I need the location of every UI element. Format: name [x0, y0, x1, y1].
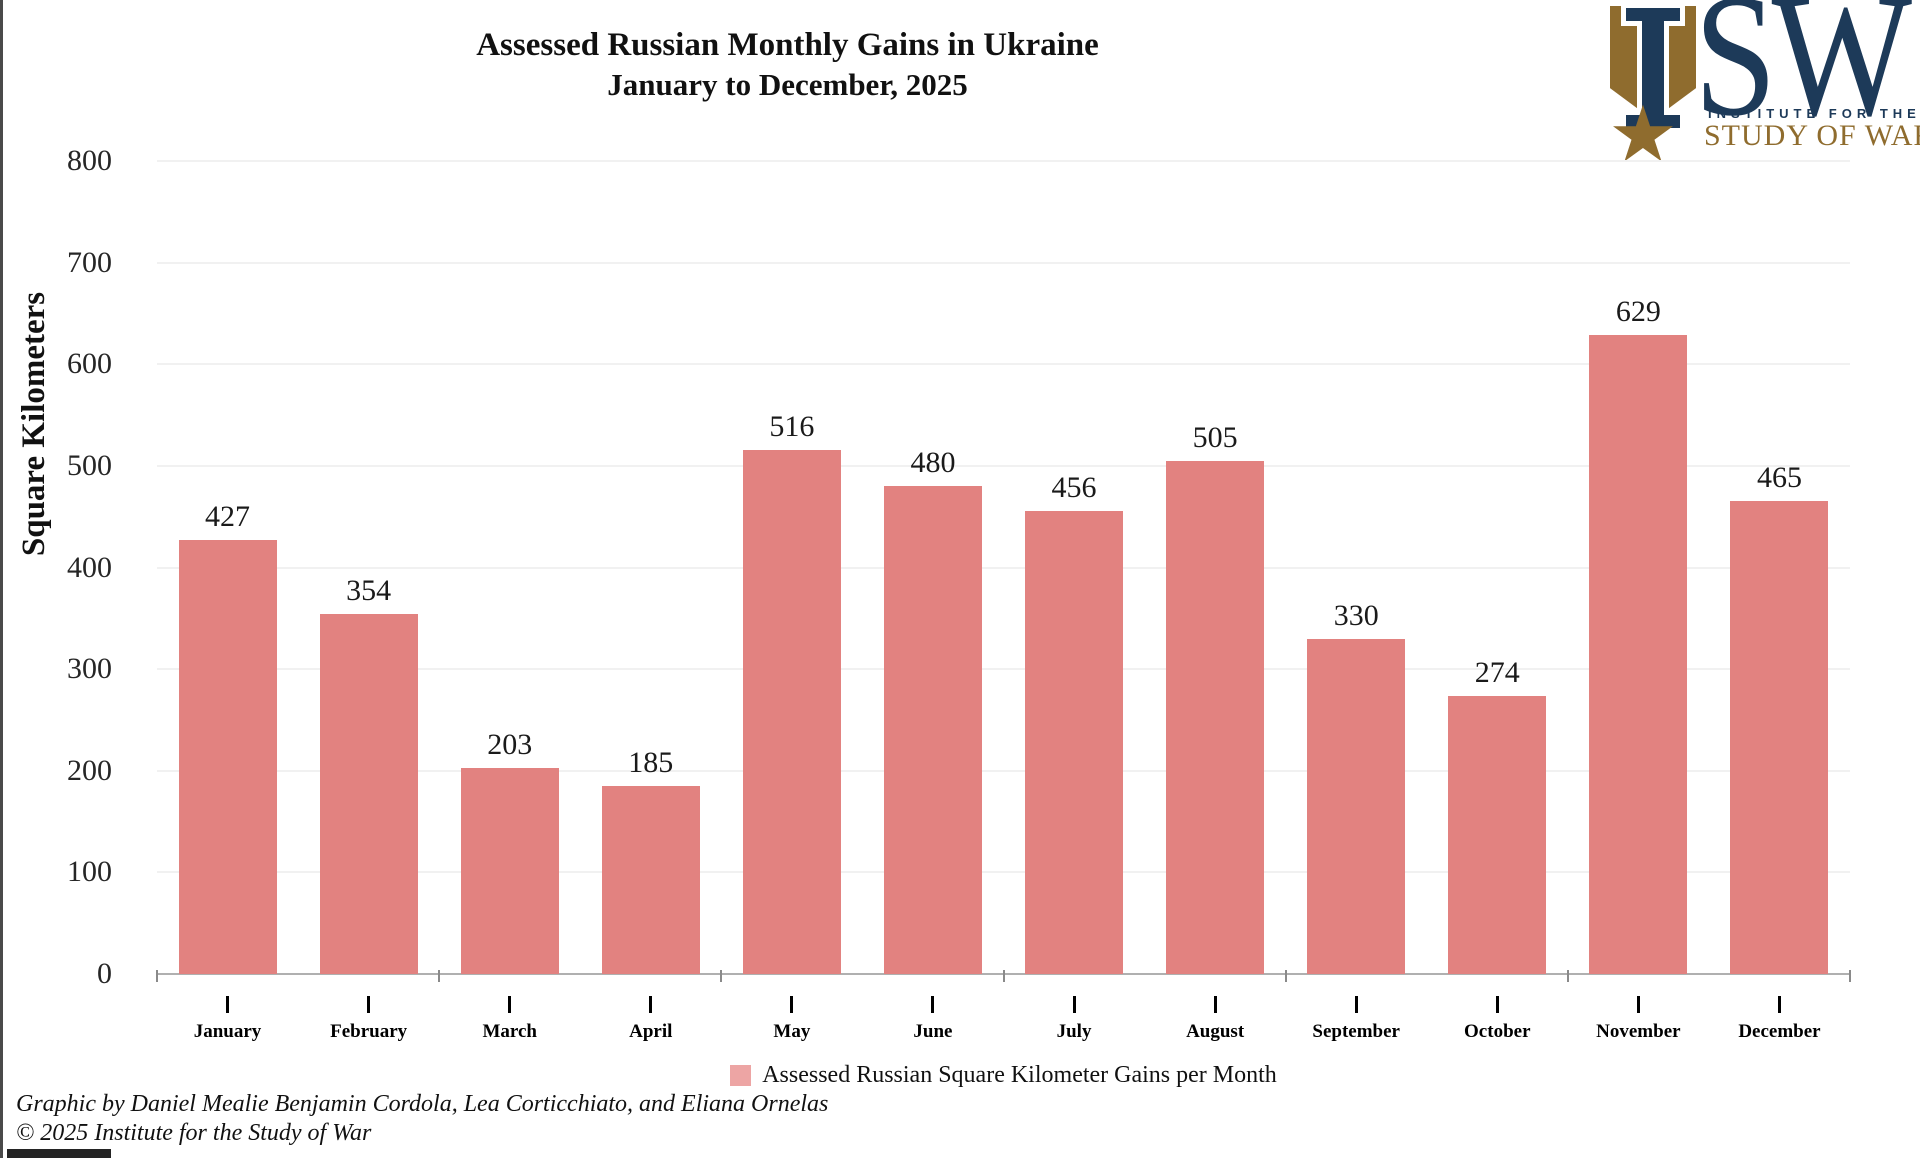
bar-july: [1025, 511, 1124, 974]
bottom-progress-artifact: [7, 1149, 111, 1158]
bar-august: [1166, 461, 1265, 974]
axis-boundary-tick: [720, 970, 723, 982]
y-axis-tick-label: 0: [97, 957, 112, 990]
x-axis-label-october: October: [1464, 1021, 1531, 1042]
bar-value-label: 465: [1756, 461, 1802, 494]
bar-value-label: 427: [205, 500, 251, 533]
bar-value-label: 629: [1615, 295, 1661, 328]
y-axis-tick-label: 600: [67, 347, 112, 381]
y-axis-tick-label: 200: [67, 753, 112, 787]
x-axis-label-march: March: [482, 1021, 537, 1042]
bar-october: [1448, 696, 1547, 974]
gridline: [157, 769, 1850, 772]
logo-letters-sw: SW: [1694, 0, 1912, 152]
bar-november: [1589, 335, 1688, 974]
gridline: [157, 464, 1850, 467]
axis-boundary-tick: [438, 970, 441, 982]
y-axis-tick-label: 400: [67, 550, 112, 584]
bar-value-label: 354: [346, 574, 392, 607]
y-axis-tick-label: 500: [67, 448, 112, 482]
x-axis-label-january: January: [193, 1021, 262, 1042]
chart-title-line2: January to December, 2025: [607, 67, 968, 102]
legend: Assessed Russian Square Kilometer Gains …: [157, 1062, 1850, 1089]
chart-title: Assessed Russian Monthly Gains in Ukrain…: [0, 24, 1575, 104]
x-axis-label-june: June: [913, 1021, 953, 1042]
logo-tagline-study-of-war: STUDY OF WAR: [1704, 119, 1920, 152]
bar-value-label: 480: [910, 446, 956, 479]
bar-value-label: 330: [1333, 599, 1379, 632]
gridline: [157, 261, 1850, 264]
bar-value-label: 505: [1192, 421, 1238, 454]
x-axis-label-february: February: [330, 1021, 408, 1042]
copyright-text: © 2025 Institute for the Study of War: [16, 1120, 372, 1146]
x-axis-label-november: November: [1596, 1021, 1681, 1042]
x-axis-tick: [226, 996, 230, 1013]
gridline: [157, 871, 1850, 874]
bar-value-label: 516: [769, 410, 815, 443]
x-axis-tick: [790, 996, 794, 1013]
isw-logo: SW ★ INSTITUTE FOR THE STUDY OF WAR: [1604, 0, 1920, 174]
bar-april: [601, 786, 700, 974]
x-axis-label-july: July: [1056, 1021, 1092, 1042]
axis-boundary-tick: [156, 970, 158, 982]
x-axis-tick: [1213, 996, 1217, 1013]
x-axis-tick: [508, 996, 512, 1013]
bar-december: [1730, 501, 1829, 974]
x-axis-label-september: September: [1312, 1021, 1400, 1042]
y-axis-tick-label: 100: [67, 855, 112, 889]
x-axis-tick: [931, 996, 935, 1013]
x-axis-label-may: May: [773, 1021, 811, 1042]
x-axis-tick: [367, 996, 371, 1013]
legend-label: Assessed Russian Square Kilometer Gains …: [762, 1062, 1277, 1088]
x-axis-label-december: December: [1738, 1021, 1821, 1042]
x-axis-tick: [1072, 996, 1076, 1013]
left-border-artifact: [0, 0, 3, 1158]
x-axis-tick: [649, 996, 653, 1013]
bar-value-label: 203: [487, 728, 533, 761]
legend-swatch: [730, 1065, 752, 1086]
bar-value-label: 185: [628, 746, 674, 779]
gridline: [157, 160, 1850, 162]
logo-letter-i: [1642, 8, 1664, 128]
bar-february: [319, 614, 418, 974]
axis-boundary-tick: [1849, 970, 1851, 982]
x-axis-tick: [1354, 996, 1358, 1013]
bar-september: [1307, 639, 1406, 974]
y-axis-tick-label: 700: [67, 245, 112, 279]
gridline: [157, 566, 1850, 569]
bar-january: [178, 540, 277, 974]
x-axis-tick: [1636, 996, 1640, 1013]
credit-text: Graphic by Daniel Mealie Benjamin Cordol…: [16, 1091, 829, 1117]
axis-boundary-tick: [1284, 970, 1287, 982]
gridline: [157, 363, 1850, 366]
x-axis-label-april: April: [629, 1021, 673, 1042]
logo-letter-i: [1626, 115, 1680, 128]
x-axis-tick: [1495, 996, 1499, 1013]
bar-value-label: 274: [1474, 656, 1520, 689]
axis-boundary-tick: [1002, 970, 1005, 982]
bar-may: [742, 450, 841, 974]
axis-boundary-tick: [1566, 970, 1569, 982]
y-axis-tick-label: 800: [67, 144, 112, 177]
gridline: [157, 668, 1850, 671]
y-axis-tick-label: 300: [67, 652, 112, 686]
x-axis-tick: [1777, 996, 1781, 1013]
bar-june: [883, 486, 982, 974]
bar-march: [460, 768, 559, 974]
chart-title-line1: Assessed Russian Monthly Gains in Ukrain…: [476, 27, 1099, 63]
logo-tagline-institute: INSTITUTE FOR THE: [1708, 106, 1920, 121]
x-axis-label-august: August: [1186, 1021, 1245, 1042]
bar-value-label: 456: [1051, 471, 1097, 504]
